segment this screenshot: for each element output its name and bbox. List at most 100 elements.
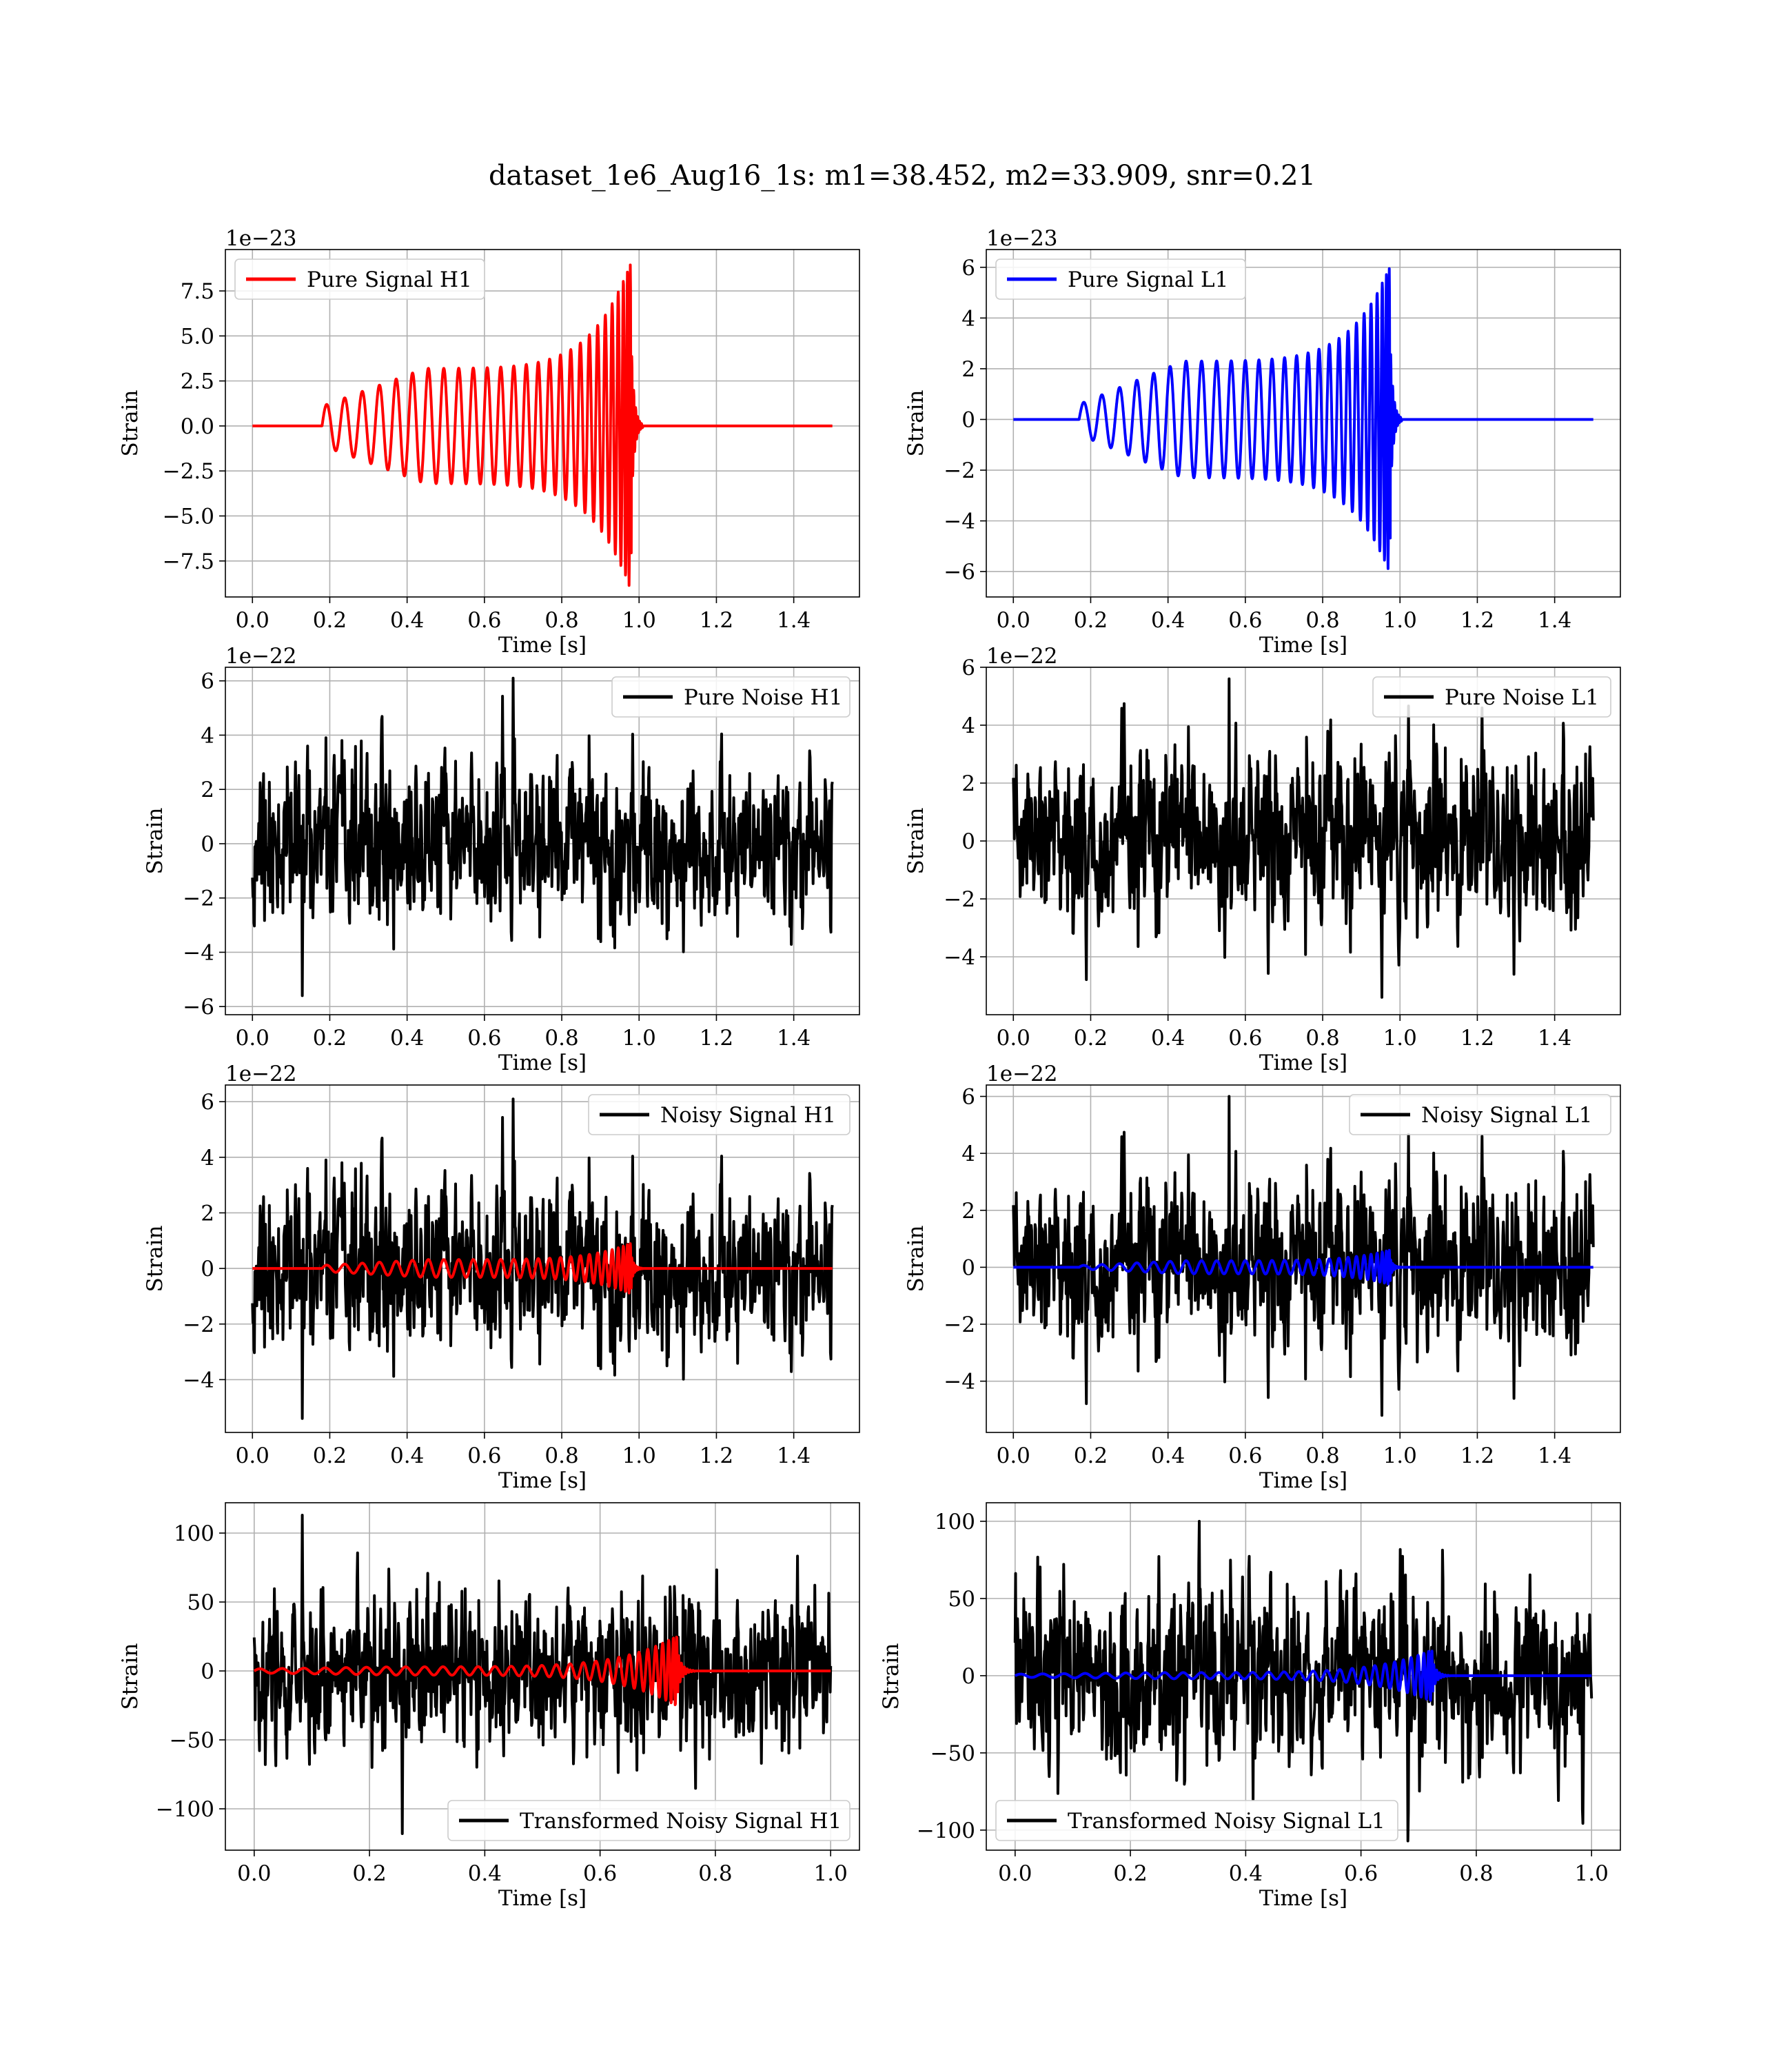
l1-pure-noise-xtick-label: 0.0 (997, 1026, 1030, 1051)
h1-noisy-signal-ytick-label: 2 (201, 1201, 214, 1226)
h1-noisy-signal-xtick-label: 0.2 (313, 1443, 347, 1468)
l1-noisy-signal-xtick-label: 1.0 (1383, 1443, 1417, 1468)
h1-transformed-noisy-signal-ytick-label: 50 (187, 1590, 214, 1615)
h1-pure-signal-legend: Pure Signal H1 (234, 258, 485, 300)
h1-pure-noise-xtick-label: 0.4 (390, 1026, 424, 1051)
l1-noisy-signal-legend: Noisy Signal L1 (1349, 1094, 1611, 1135)
l1-pure-signal-xtick-label: 0.2 (1074, 608, 1108, 633)
h1-noisy-signal-ytick-label: 0 (201, 1257, 214, 1281)
l1-noisy-signal-xtick-label: 0.0 (997, 1443, 1030, 1468)
h1-pure-signal-series-0-line (251, 263, 834, 587)
h1-transformed-noisy-signal-legend-label: Transformed Noisy Signal H1 (520, 1809, 842, 1834)
h1-pure-noise-ytick-label: −2 (183, 886, 214, 911)
l1-noisy-signal-xtick-label: 0.2 (1074, 1443, 1108, 1468)
l1-noisy-signal-legend-label: Noisy Signal L1 (1421, 1103, 1593, 1128)
h1-noisy-signal-series-0-line (251, 1097, 834, 1420)
h1-transformed-noisy-signal-ylabel: Strain (118, 1643, 143, 1710)
h1-transformed-noisy-signal-series-1-line (253, 1635, 832, 1707)
l1-transformed-noisy-signal-ytick-label: 0 (961, 1664, 975, 1689)
h1-noisy-signal-ytick-label: −2 (183, 1312, 214, 1337)
l1-noisy-signal-xtick-label: 0.6 (1228, 1443, 1262, 1468)
l1-transformed-noisy-signal-axes: 0.0 0.2 0.4 0.6 0.8 1.0 −100 −50 0 50 100 Time [s] S… (879, 1502, 1621, 1911)
l1-pure-signal-ytick-label: −4 (944, 509, 975, 534)
l1-pure-noise-legend-box (1372, 676, 1611, 718)
l1-pure-signal-xtick-label: 0.8 (1305, 608, 1339, 633)
h1-noisy-signal-xtick-label: 1.4 (777, 1443, 811, 1468)
h1-pure-noise-ytick-label: 4 (201, 723, 214, 748)
h1-pure-signal-ytick-label: 5.0 (181, 324, 214, 349)
h1-pure-noise-xtick-label: 0.6 (467, 1026, 501, 1051)
h1-pure-signal-xtick-label: 0.0 (236, 608, 269, 633)
l1-transformed-noisy-signal-legend-box (995, 1800, 1398, 1841)
l1-pure-noise-ytick-label: 2 (961, 771, 975, 796)
l1-pure-signal-frame (986, 249, 1621, 598)
l1-pure-noise-legend: Pure Noise L1 (1372, 676, 1611, 718)
l1-transformed-noisy-signal-series-1-line (1014, 1650, 1593, 1702)
l1-transformed-noisy-signal-series-0-line (1013, 1519, 1594, 1843)
h1-pure-signal-legend-label: Pure Signal H1 (307, 267, 472, 292)
h1-pure-signal-ytick-label: 0.0 (181, 414, 214, 439)
l1-pure-noise-ytick-label: 6 (961, 656, 975, 680)
h1-noisy-signal-legend-label: Noisy Signal H1 (660, 1103, 836, 1128)
h1-pure-noise-xtick-label: 1.4 (777, 1026, 811, 1051)
l1-transformed-noisy-signal-frame (986, 1502, 1621, 1851)
l1-pure-signal-xtick-label: 1.4 (1538, 608, 1571, 633)
l1-pure-signal-xlabel: Time [s] (1259, 633, 1347, 658)
l1-transformed-noisy-signal-ytick-label: 50 (948, 1587, 975, 1612)
h1-pure-noise-ytick-label: 0 (201, 832, 214, 857)
l1-transformed-noisy-signal-xlabel: Time [s] (1259, 1886, 1347, 1911)
h1-pure-noise-offset-label: 1e−22 (225, 644, 297, 669)
l1-noisy-signal-xlabel: Time [s] (1259, 1468, 1347, 1493)
l1-pure-signal-ytick-label: −2 (944, 458, 975, 483)
h1-pure-noise-series-0-line (251, 676, 834, 997)
h1-noisy-signal-frame (225, 1084, 860, 1433)
h1-pure-signal-axes: 0.0 0.2 0.4 0.6 0.8 1.0 1.2 1.4 −7.5 −5.0 −2.5 0.0 2… (118, 226, 860, 658)
l1-pure-noise-ytick-label: −2 (944, 887, 975, 912)
l1-noisy-signal-ytick-label: 0 (961, 1255, 975, 1280)
l1-noisy-signal-xtick-label: 1.2 (1460, 1443, 1494, 1468)
l1-pure-noise-ytick-label: 0 (961, 829, 975, 854)
l1-pure-signal-ytick-label: 6 (961, 256, 975, 281)
l1-transformed-noisy-signal-ytick-label: −100 (917, 1818, 975, 1843)
l1-pure-signal-xtick-label: 0.0 (997, 608, 1030, 633)
h1-noisy-signal-legend-box (588, 1094, 851, 1135)
h1-pure-signal-frame (225, 249, 860, 598)
h1-pure-signal-xtick-label: 0.4 (390, 608, 424, 633)
l1-transformed-noisy-signal-ytick-label: −50 (930, 1741, 975, 1766)
l1-pure-noise-axes: 0.0 0.2 0.4 0.6 0.8 1.0 1.2 1.4 −4 −2 0 2 4 6 Time [s]… (904, 644, 1621, 1075)
h1-noisy-signal-ytick-label: 4 (201, 1146, 214, 1170)
h1-pure-signal-xlabel: Time [s] (498, 633, 587, 658)
h1-noisy-signal-ytick-label: −4 (183, 1368, 214, 1392)
l1-transformed-noisy-signal-xtick-label: 0.0 (998, 1861, 1032, 1886)
l1-pure-noise-offset-label: 1e−22 (986, 644, 1058, 669)
l1-pure-signal-legend-box (995, 258, 1246, 300)
l1-pure-noise-xtick-label: 1.2 (1460, 1026, 1494, 1051)
l1-transformed-noisy-signal-xtick-label: 0.2 (1113, 1861, 1147, 1886)
h1-pure-noise-frame (225, 667, 860, 1015)
h1-pure-signal-ytick-label: −2.5 (163, 459, 214, 484)
h1-transformed-noisy-signal-ytick-label: 0 (201, 1659, 214, 1684)
h1-pure-noise-xtick-label: 0.8 (544, 1026, 578, 1051)
l1-pure-signal-ytick-label: 4 (961, 306, 975, 331)
l1-pure-noise-legend-label: Pure Noise L1 (1445, 685, 1599, 710)
h1-pure-noise-xtick-label: 1.2 (700, 1026, 733, 1051)
h1-noisy-signal-xtick-label: 1.2 (700, 1443, 733, 1468)
l1-noisy-signal-series-1-line (1012, 1248, 1595, 1286)
figure-suptitle: dataset_1e6_Aug16_1s: m1=38.452, m2=33.9… (489, 160, 1316, 192)
h1-noisy-signal-offset-label: 1e−22 (225, 1062, 297, 1086)
h1-noisy-signal-legend: Noisy Signal H1 (588, 1094, 851, 1135)
h1-pure-signal-xtick-label: 0.6 (467, 608, 501, 633)
h1-pure-signal-xtick-label: 1.0 (622, 608, 656, 633)
h1-pure-signal-ytick-label: −5.0 (163, 504, 214, 529)
l1-transformed-noisy-signal-xtick-label: 0.8 (1459, 1861, 1493, 1886)
l1-pure-noise-xtick-label: 1.0 (1383, 1026, 1417, 1051)
l1-pure-signal-legend-label: Pure Signal L1 (1068, 267, 1228, 292)
h1-transformed-noisy-signal-xtick-label: 0.4 (468, 1861, 502, 1886)
l1-noisy-signal-axes: 0.0 0.2 0.4 0.6 0.8 1.0 1.2 1.4 −4 −2 0 2 4 6 Time [s]… (904, 1062, 1621, 1493)
h1-pure-noise-xtick-label: 1.0 (622, 1026, 656, 1051)
l1-pure-signal-offset-label: 1e−23 (986, 226, 1058, 251)
h1-noisy-signal-ytick-label: 6 (201, 1090, 214, 1115)
l1-transformed-noisy-signal-legend: Transformed Noisy Signal L1 (995, 1800, 1398, 1841)
h1-transformed-noisy-signal-xlabel: Time [s] (498, 1886, 587, 1911)
l1-noisy-signal-xtick-label: 0.8 (1305, 1443, 1339, 1468)
